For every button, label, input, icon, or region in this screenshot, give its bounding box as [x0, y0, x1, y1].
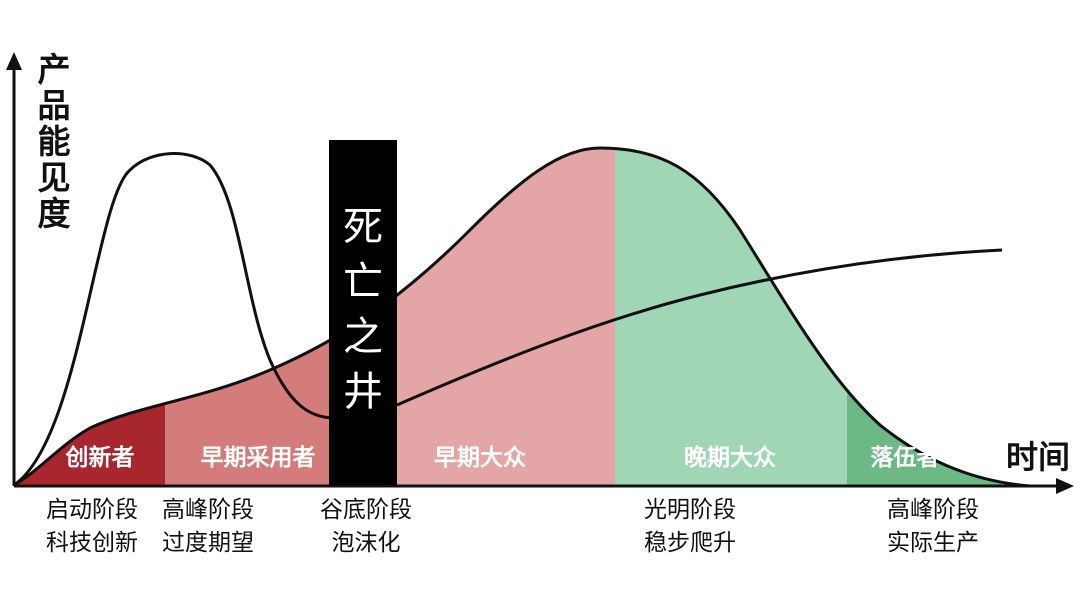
segment-label-innovators: 创新者: [65, 445, 135, 471]
x-axis-label: 时间: [1006, 438, 1071, 476]
death-well-label: 死 亡 之 井: [343, 204, 383, 415]
stage-label-peak-expectations: 高峰阶段 过度期望: [162, 497, 254, 556]
segment-fill-early-adopters: [165, 148, 330, 486]
hype-spike-curve: [13, 152, 336, 487]
y-axis-label: 产 品 能 见 度: [37, 50, 71, 233]
segment-fill-laggards: [847, 148, 1030, 486]
stage-label-launch: 启动阶段 科技创新: [46, 497, 138, 556]
stage-label-enlightenment: 光明阶段 稳步爬升: [644, 497, 736, 556]
death-well-bar: [329, 140, 397, 485]
y-axis-arrow-icon: [6, 52, 22, 70]
segment-label-late-majority: 晚期大众: [684, 445, 776, 471]
segment-label-early-adopters: 早期采用者: [200, 445, 316, 471]
adoption-bell-curve: [13, 146, 1031, 488]
segment-label-laggards: 落伍者: [870, 445, 940, 471]
segment-label-early-majority: 早期大众: [434, 445, 526, 471]
segment-fill-early-majority: [397, 148, 615, 486]
stage-label-trough: 谷底阶段 泡沫化: [320, 497, 412, 556]
adoption-segments: [14, 148, 1030, 486]
enlightenment-curve: [396, 248, 1003, 407]
x-axis-arrow-icon: [1056, 478, 1074, 494]
segment-fill-late-majority: [615, 148, 847, 486]
stage-label-productivity: 高峰阶段 实际生产: [887, 497, 979, 556]
